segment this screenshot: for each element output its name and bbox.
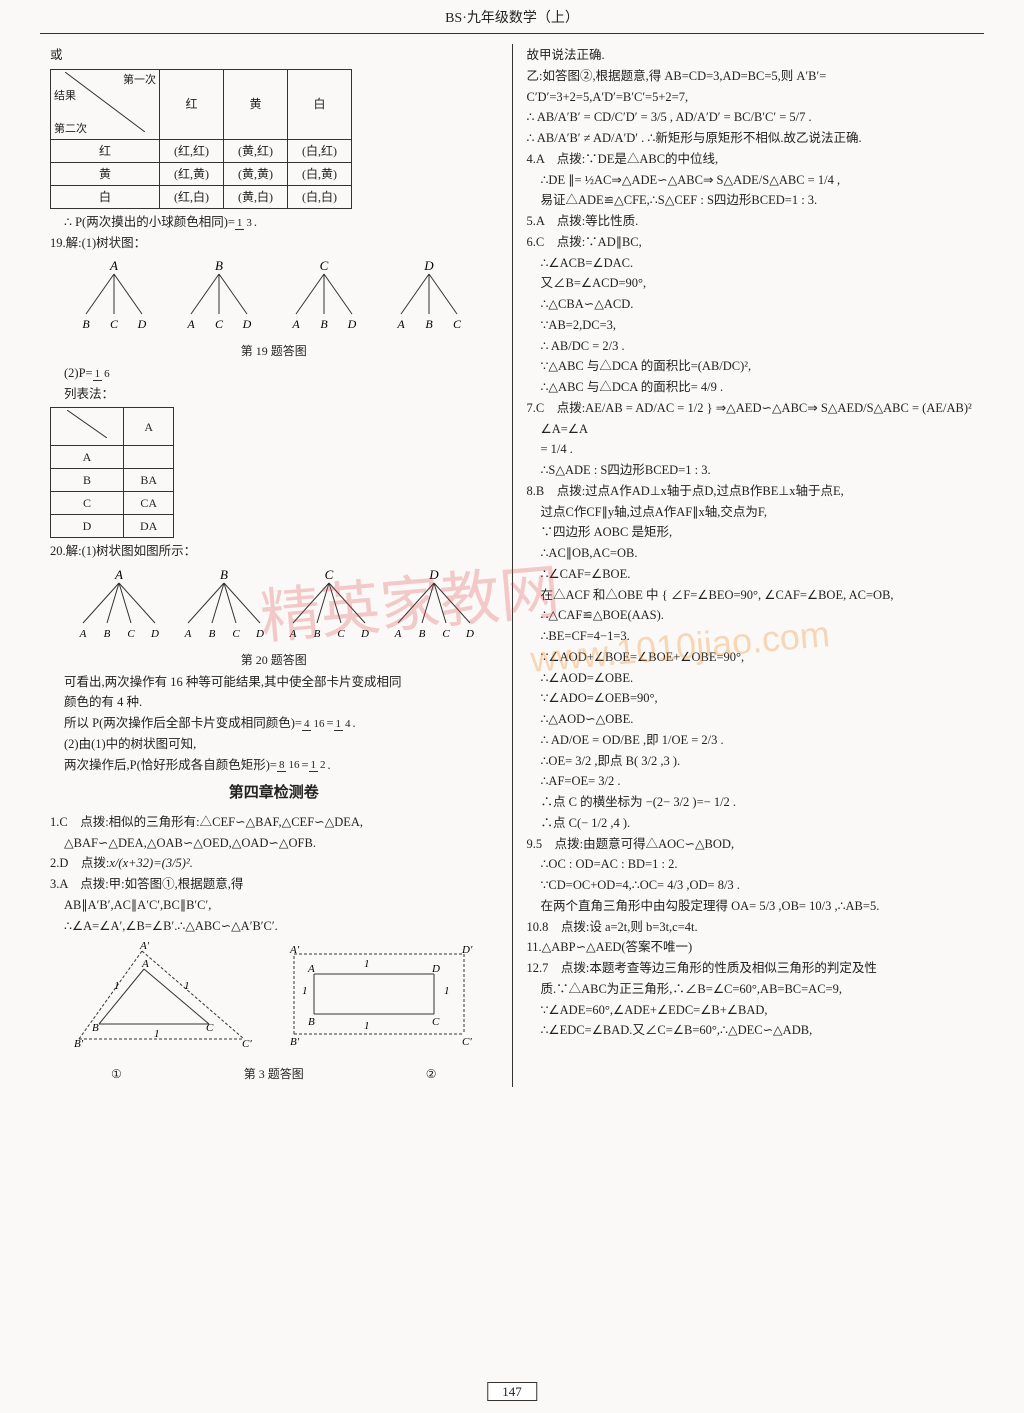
- q20-tree: AABCDBABCDCABCDDABCD 第 20 题答图: [50, 565, 498, 669]
- svg-text:A: A: [307, 963, 315, 975]
- svg-text:1: 1: [444, 985, 450, 997]
- a2: 2.D 点拨:x/(x+32)=(3/5)².: [50, 854, 498, 873]
- q20-l1: 可看出,两次操作有 16 种等可能结果,其中使全部卡片变成相同: [50, 673, 498, 692]
- a3c: ∴∠A=∠A′,∠B=∠B′.∴△ABC∽△A′B′C′.: [50, 917, 498, 936]
- a3b: AB∥A′B′,AC∥A′C′,BC∥B′C′,: [50, 896, 498, 915]
- svg-text:1: 1: [302, 985, 308, 997]
- col-h: 黄: [224, 69, 288, 139]
- huo: 或: [50, 46, 498, 65]
- q20-a: 20.解:(1)树状图如图所示：: [50, 542, 498, 561]
- svg-text:1: 1: [184, 980, 190, 992]
- svg-text:A: A: [109, 258, 118, 273]
- col-h: 白: [288, 69, 352, 139]
- svg-text:A: A: [141, 958, 149, 970]
- q3-figure: A′B′C′ABC111A′D′B′C′ADBC1111 ①第 3 题答图②: [50, 939, 498, 1083]
- svg-text:A: A: [288, 628, 296, 640]
- chapter4-title: 第四章检测卷: [50, 782, 498, 805]
- page-header: BS·九年级数学（上）: [40, 0, 984, 34]
- svg-text:C: C: [337, 628, 345, 640]
- svg-text:B: B: [308, 1016, 315, 1028]
- svg-text:C: C: [442, 628, 450, 640]
- svg-text:D: D: [255, 628, 264, 640]
- q19-tree: ABCDBACDCABDDABC 第 19 题答图: [50, 256, 498, 360]
- svg-text:D: D: [428, 567, 439, 582]
- svg-text:A′: A′: [139, 940, 150, 952]
- svg-text:C: C: [319, 258, 328, 273]
- svg-text:C: C: [324, 567, 333, 582]
- right-column: 故甲说法正确. 乙:如答图②,根据题意,得 AB=CD=3,AD=BC=5,则 …: [516, 44, 984, 1087]
- svg-text:D: D: [150, 628, 159, 640]
- list-table: A A BBA CCA DDA: [50, 407, 174, 538]
- svg-text:A: A: [114, 567, 123, 582]
- diag-header: 第一次 结果 第二次: [51, 69, 160, 139]
- svg-text:1: 1: [114, 980, 120, 992]
- left-column: 或 第一次 结果 第二次 红 黄 白 红(红,红)(黄,红)(白,红) 黄(红,…: [40, 44, 508, 1087]
- svg-text:B: B: [215, 258, 223, 273]
- svg-text:B: B: [82, 317, 90, 331]
- svg-text:1: 1: [154, 1028, 160, 1040]
- q20-l3: (2)由(1)中的树状图可知,: [50, 735, 498, 754]
- svg-text:C: C: [110, 317, 119, 331]
- svg-text:C: C: [453, 317, 462, 331]
- svg-text:C: C: [215, 317, 224, 331]
- col-divider: [512, 44, 513, 1087]
- a3: 3.A 点拨:甲:如答图①,根据题意,得: [50, 875, 498, 894]
- svg-text:C: C: [232, 628, 240, 640]
- q20-l1b: 颜色的有 4 种.: [50, 693, 498, 712]
- q20-l4: 两次操作后,P(恰好形成各自颜色矩形)=816=12.: [50, 756, 498, 775]
- prob-table-1: 第一次 结果 第二次 红 黄 白 红(红,红)(黄,红)(白,红) 黄(红,黄)…: [50, 69, 352, 209]
- svg-text:C: C: [127, 628, 135, 640]
- svg-text:B: B: [320, 317, 328, 331]
- q19-a: 19.解:(1)树状图：: [50, 234, 498, 253]
- svg-text:A: A: [78, 628, 86, 640]
- svg-text:B: B: [103, 628, 110, 640]
- svg-text:C: C: [432, 1016, 440, 1028]
- svg-text:D: D: [431, 963, 440, 975]
- svg-text:D: D: [423, 258, 434, 273]
- svg-text:B: B: [92, 1022, 99, 1034]
- svg-text:1: 1: [364, 1020, 370, 1032]
- svg-text:A: A: [183, 628, 191, 640]
- svg-text:B: B: [313, 628, 320, 640]
- svg-text:D: D: [465, 628, 474, 640]
- svg-text:C′: C′: [242, 1038, 252, 1050]
- svg-text:A: A: [393, 628, 401, 640]
- svg-text:D: D: [241, 317, 251, 331]
- svg-text:B: B: [208, 628, 215, 640]
- page-number: 147: [487, 1382, 537, 1402]
- col-h: 红: [160, 69, 224, 139]
- svg-text:D′: D′: [461, 944, 473, 956]
- q19-b: (2)P=16: [50, 364, 498, 383]
- svg-text:B: B: [425, 317, 433, 331]
- svg-text:A: A: [291, 317, 300, 331]
- svg-text:B′: B′: [74, 1038, 84, 1050]
- svg-text:D: D: [360, 628, 369, 640]
- list-method: 列表法：: [50, 385, 498, 404]
- svg-text:B′: B′: [290, 1036, 300, 1048]
- a1b: △BAF∽△DEA,△OAB∽△OED,△OAD∽△OFB.: [50, 834, 498, 853]
- svg-text:A: A: [396, 317, 405, 331]
- svg-text:1: 1: [364, 958, 370, 970]
- svg-text:A′: A′: [289, 944, 300, 956]
- svg-text:D: D: [346, 317, 356, 331]
- svg-text:B: B: [220, 567, 228, 582]
- svg-text:D: D: [136, 317, 146, 331]
- svg-text:A: A: [186, 317, 195, 331]
- svg-text:C′: C′: [462, 1036, 472, 1048]
- q20-l2: 所以 P(两次操作后全部卡片变成相同颜色)=416=14.: [50, 714, 498, 733]
- p-same: ∴ P(两次摸出的小球颜色相同)=13.: [50, 213, 498, 232]
- svg-text:C: C: [206, 1022, 214, 1034]
- a1: 1.C 点拨:相似的三角形有:△CEF∽△BAF,△CEF∽△DEA,: [50, 813, 498, 832]
- svg-text:B: B: [418, 628, 425, 640]
